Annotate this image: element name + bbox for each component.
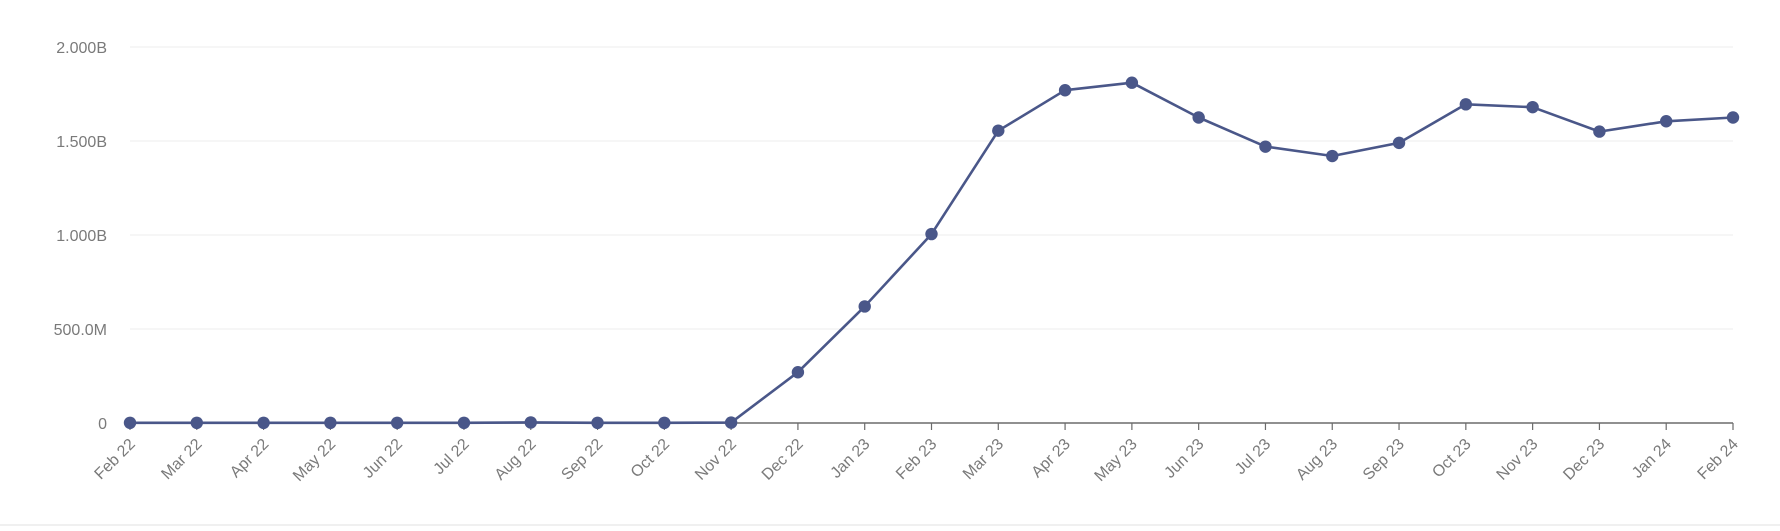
x-tick-label: Jan 23 [828,436,874,482]
y-tick-label: 1.500B [56,134,107,151]
x-tick-label: Mar 23 [960,436,1007,483]
grid-lines [130,46,1733,330]
data-point[interactable] [1726,111,1740,124]
data-point[interactable] [324,416,337,430]
x-tick-label: Oct 22 [628,436,673,481]
y-axis: 0 500.0M 1.000B 1.500B 2.000B [54,40,107,433]
x-tick-label: Sep 23 [1360,436,1408,484]
x-axis: Feb 22 Mar 22 Apr 22 May 22 Jun 22 Jul 22 Aug … [92,422,1742,485]
x-tick-label: Mar 22 [158,436,205,483]
x-tick-label: Feb 23 [893,436,940,483]
data-point[interactable] [1593,125,1606,138]
x-tick-label: Jul 22 [431,436,473,478]
x-tick-label: Jun 23 [1162,436,1208,482]
x-tick-label: Jun 22 [360,436,406,482]
y-tick-label: 500.0M [54,322,107,339]
y-tick-label: 1.000B [56,228,107,245]
data-point[interactable] [457,416,471,430]
x-tick-label: Feb 22 [92,436,139,483]
data-point[interactable] [591,416,604,430]
x-tick-label: Sep 22 [558,436,606,484]
data-point[interactable] [123,416,137,430]
x-tick-label: Apr 23 [1029,436,1074,481]
data-point[interactable] [1660,115,1673,128]
data-point[interactable] [390,416,404,430]
x-tick-label: Jan 24 [1629,436,1675,482]
x-tick-label: Aug 22 [492,436,540,484]
data-point[interactable] [658,416,671,430]
data-point[interactable] [524,416,537,429]
data-point[interactable] [257,416,270,430]
x-tick-label: Jul 23 [1232,436,1274,478]
data-point[interactable] [1392,136,1406,150]
data-point[interactable] [925,227,938,241]
data-point[interactable] [1058,84,1072,97]
data-point[interactable] [190,416,203,430]
series-line [128,81,1735,425]
x-tick-label: May 22 [290,436,339,485]
data-point[interactable] [992,124,1005,137]
data-point[interactable] [1192,111,1205,124]
x-tick-label: Feb 24 [1695,436,1742,483]
x-tick-label: Oct 23 [1429,436,1474,481]
x-tick-label: Nov 22 [692,436,740,484]
series-layer [123,76,1740,430]
x-tick-label: May 23 [1092,436,1141,485]
x-tick-label: Dec 22 [759,436,807,484]
data-point[interactable] [1459,98,1473,111]
data-point[interactable] [1259,140,1272,153]
x-tick-label: Dec 23 [1560,436,1608,484]
data-point[interactable] [1125,76,1139,89]
data-point[interactable] [1326,149,1339,163]
data-point[interactable] [1526,100,1539,114]
y-tick-label: 0 [98,416,107,433]
data-point[interactable] [724,416,738,429]
x-tick-label: Nov 23 [1494,436,1542,484]
x-tick-label: Apr 22 [227,436,272,481]
data-point[interactable] [791,366,805,379]
y-tick-label: 2.000B [56,40,107,57]
data-point[interactable] [858,300,871,313]
x-tick-label: Aug 23 [1293,436,1341,484]
